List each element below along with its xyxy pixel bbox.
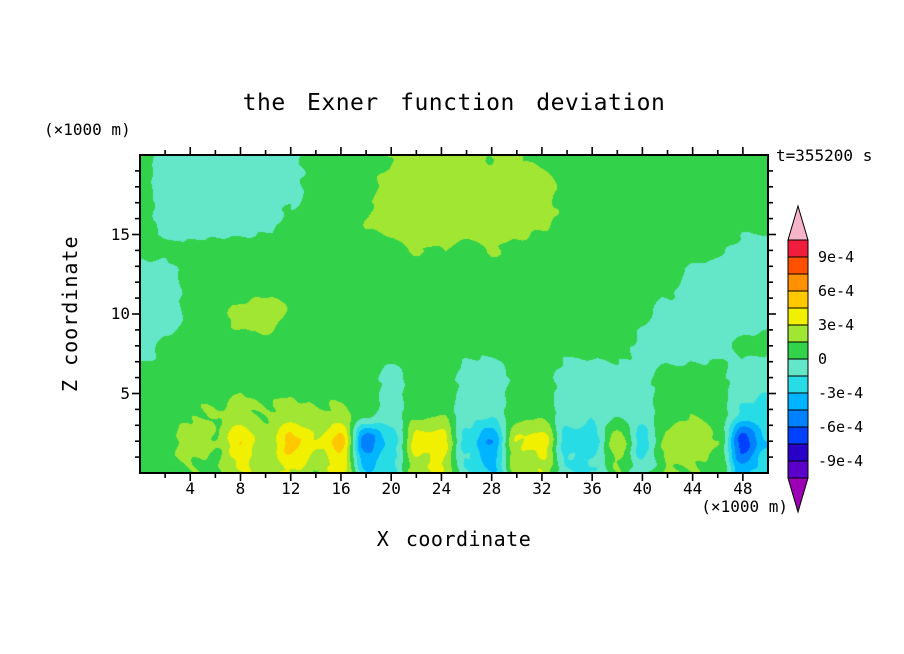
colorbar-band	[787, 426, 809, 445]
z-tick-label: 5	[120, 383, 130, 403]
z-axis-title: Z coordinate	[58, 235, 82, 393]
x-tick-label: 16	[331, 479, 351, 498]
time-stamp-label: t=355200 s	[776, 146, 873, 165]
colorbar-band	[787, 392, 809, 411]
colorbar-label: 6e-4	[818, 282, 855, 300]
colorbar-label: 9e-4	[818, 248, 855, 266]
z-tick-label: 15	[110, 224, 130, 244]
colorbar-band	[787, 273, 809, 292]
colorbar-band	[787, 409, 809, 428]
colorbar-arrow-high	[787, 204, 809, 241]
x-tick-label: 20	[381, 479, 401, 498]
z-axis-unit-label: (×1000 m)	[44, 120, 131, 139]
x-axis-unit-label: (×1000 m)	[701, 497, 788, 516]
x-tick-label: 28	[482, 479, 502, 498]
colorbar-label: 3e-4	[818, 316, 855, 334]
colorbar-band	[787, 375, 809, 394]
x-tick-label: 24	[431, 479, 452, 498]
x-tick-label: 32	[532, 479, 552, 498]
x-tick-label: 4	[185, 479, 196, 498]
x-axis-title: X coordinate	[376, 527, 532, 551]
z-tick-label: 10	[110, 304, 130, 323]
colorbar-band	[787, 307, 809, 326]
colorbar-band	[787, 324, 809, 343]
colorbar-band	[787, 443, 809, 462]
x-tick-label: 48	[733, 479, 753, 498]
colorbar-band	[787, 358, 809, 377]
colorbar-band	[787, 239, 809, 258]
colorbar-label: -3e-4	[818, 384, 864, 402]
contour-plot-canvas	[140, 155, 768, 473]
colorbar-label: 0	[818, 350, 828, 368]
chart-title: the Exner function deviation	[242, 90, 666, 116]
colorbar-band	[787, 290, 809, 309]
x-tick-label: 44	[682, 479, 703, 498]
colorbar-band	[787, 460, 809, 479]
x-tick-label: 36	[582, 479, 602, 498]
colorbar-band	[787, 341, 809, 360]
x-tick-label: 40	[632, 479, 653, 498]
x-tick-label: 12	[281, 479, 301, 498]
colorbar-label: -6e-4	[818, 418, 864, 436]
colorbar-arrow-low	[787, 477, 809, 514]
colorbar-label: -9e-4	[818, 452, 864, 470]
colorbar-band	[787, 256, 809, 275]
x-tick-label: 8	[235, 479, 246, 498]
